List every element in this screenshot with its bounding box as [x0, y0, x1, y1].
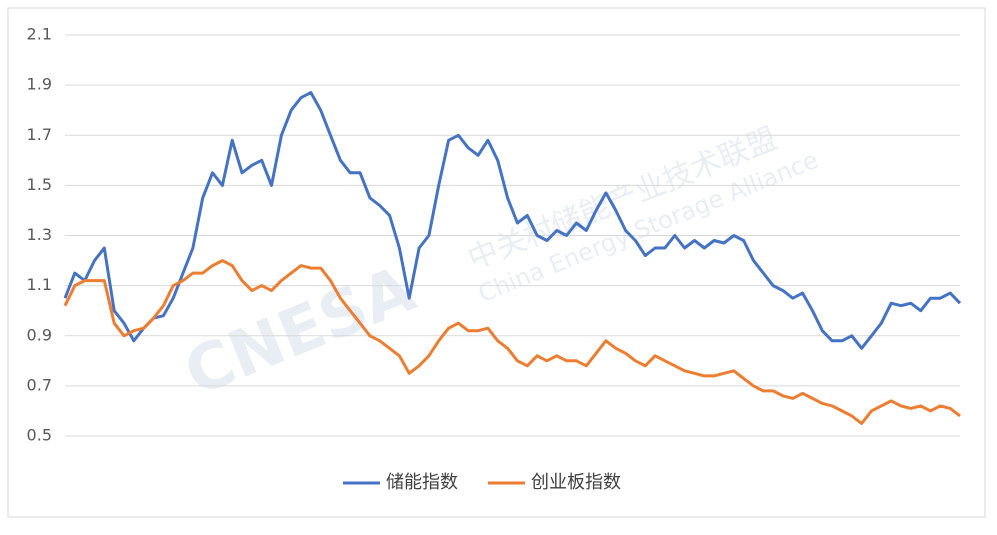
legend-label: 储能指数	[386, 472, 458, 493]
y-tick-label: 1.7	[27, 125, 52, 144]
y-tick-label: 2.1	[27, 25, 52, 44]
y-tick-label: 0.9	[27, 325, 52, 344]
y-tick-label: 0.7	[27, 375, 52, 394]
y-tick-label: 1.9	[27, 75, 52, 94]
grid	[65, 34, 960, 437]
y-tick-label: 1.1	[27, 275, 52, 294]
series-line	[63, 91, 962, 350]
series-line	[63, 259, 961, 425]
chart-frame	[7, 7, 986, 518]
y-tick-label: 0.5	[27, 426, 52, 445]
y-tick-label: 1.3	[27, 225, 52, 244]
legend-label: 创业板指数	[531, 472, 621, 493]
y-tick-label: 1.5	[27, 175, 52, 194]
